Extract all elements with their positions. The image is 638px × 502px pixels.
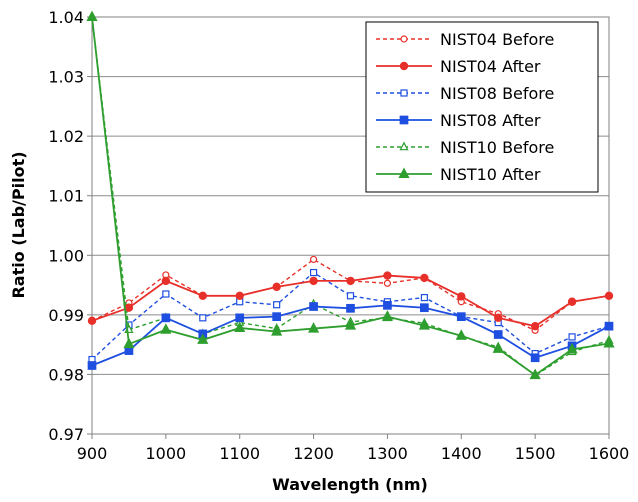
data-point <box>530 321 540 331</box>
data-point <box>493 330 503 339</box>
y-tick-label: 0.97 <box>48 425 84 444</box>
x-tick-label: 900 <box>77 444 108 463</box>
data-point <box>199 314 207 322</box>
legend-marker <box>398 167 410 179</box>
legend-item: NIST08 After <box>376 111 541 130</box>
data-point <box>492 342 504 353</box>
data-point <box>86 10 98 22</box>
data-point <box>346 276 355 286</box>
legend-item: NIST04 Before <box>376 30 554 49</box>
x-tick-label: 1400 <box>441 444 482 463</box>
data-point <box>456 312 466 321</box>
legend-label: NIST04 After <box>440 57 541 76</box>
data-point <box>604 291 614 300</box>
legend-box <box>365 21 599 193</box>
data-point <box>346 303 355 313</box>
legend-item: NIST04 After <box>376 57 541 76</box>
legend: NIST04 Before NIST04 After NIST08 Before NI… <box>365 21 599 193</box>
legend-marker <box>400 89 408 97</box>
legend-marker <box>400 35 408 43</box>
y-tick-label: 1.04 <box>48 8 84 27</box>
x-tick-label: 1600 <box>589 444 630 463</box>
x-axis-title: Wavelength (nm) <box>272 475 428 494</box>
data-point <box>87 316 97 326</box>
data-point <box>160 323 172 334</box>
legend-label: NIST04 Before <box>440 30 554 49</box>
legend-label: NIST08 Before <box>440 84 554 103</box>
series-line <box>91 258 610 332</box>
data-point <box>161 313 171 323</box>
legend-marker <box>399 141 409 151</box>
legend-item: NIST08 Before <box>376 84 554 103</box>
legend-label: NIST08 After <box>440 111 541 130</box>
data-point <box>530 353 540 363</box>
data-point <box>87 361 97 370</box>
data-point <box>346 292 355 300</box>
x-tick-label: 1000 <box>145 444 186 463</box>
series-line <box>91 271 610 361</box>
legend-label: NIST10 Before <box>440 138 554 157</box>
data-point <box>309 268 318 277</box>
y-tick-label: 0.99 <box>48 306 84 325</box>
data-point <box>420 303 429 313</box>
data-point <box>273 301 281 309</box>
y-tick-label: 1.02 <box>48 127 84 146</box>
data-point <box>235 313 245 323</box>
data-point <box>494 313 503 323</box>
x-tick-label: 1500 <box>515 444 556 463</box>
x-tick-label: 1300 <box>367 444 408 463</box>
legend-label: NIST10 After <box>440 165 541 184</box>
data-point <box>123 337 135 349</box>
data-point <box>529 368 541 380</box>
data-point <box>383 271 392 280</box>
data-point <box>567 297 577 306</box>
y-axis-title: Ratio (Lab/Pilot) <box>9 151 28 298</box>
data-point <box>309 255 318 264</box>
data-point <box>603 336 615 348</box>
data-point <box>271 325 283 336</box>
data-point <box>272 312 281 321</box>
y-tick-label: 1.03 <box>48 68 84 87</box>
data-point <box>272 282 281 292</box>
data-point <box>457 292 466 301</box>
y-tick-label: 0.98 <box>48 365 84 384</box>
data-point <box>383 279 392 287</box>
data-point <box>124 303 134 312</box>
data-point <box>420 293 428 302</box>
data-point <box>566 342 578 354</box>
data-point <box>381 310 394 321</box>
x-tick-label: 1200 <box>293 444 334 463</box>
data-point <box>604 321 614 331</box>
data-point <box>235 291 244 300</box>
legend-item: NIST10 After <box>376 165 541 184</box>
legend-marker <box>399 115 409 125</box>
y-tick-label: 1.00 <box>48 246 84 265</box>
data-point <box>383 300 392 310</box>
data-point <box>162 290 170 298</box>
axis-ticks: 0.97 0.98 0.99 1.00 1.01 1.02 1.03 1.04 900 1000 1… <box>48 8 629 463</box>
data-point <box>420 273 429 283</box>
series-nist10-after <box>86 10 615 380</box>
legend-marker <box>399 61 409 71</box>
legend-item: NIST10 Before <box>376 138 554 157</box>
data-point <box>307 322 320 333</box>
data-point <box>418 319 430 330</box>
series-lines <box>86 10 615 380</box>
data-point <box>568 333 576 341</box>
data-point <box>309 302 318 311</box>
data-point <box>197 333 209 344</box>
data-point <box>198 291 207 300</box>
data-point <box>309 276 318 286</box>
data-point <box>455 329 467 340</box>
data-point <box>234 321 246 333</box>
y-tick-label: 1.01 <box>48 187 84 206</box>
data-point <box>161 276 171 286</box>
series-nist04-after <box>87 271 614 331</box>
series-nist08-after <box>87 300 614 370</box>
x-tick-label: 1100 <box>219 444 260 463</box>
data-point <box>344 319 357 330</box>
plot-area <box>91 16 610 435</box>
gridlines <box>92 76 609 375</box>
